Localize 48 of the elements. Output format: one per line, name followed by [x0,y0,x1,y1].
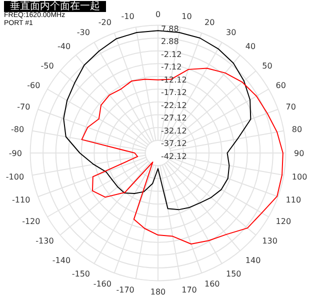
y-tick-label: -22.12 [161,100,187,110]
spoke-label: 160 [204,279,220,288]
spoke-label: 50 [262,61,272,70]
y-tick-label: -2.12 [161,50,182,59]
spoke-label: 110 [286,195,302,204]
spoke-label: 30 [226,28,236,38]
spoke-label: 0 [155,10,161,19]
spoke-label: 180 [150,288,166,297]
spoke-label: -100 [6,172,24,182]
y-tick-label: -7.12 [161,62,182,72]
spoke-label: -40 [58,42,71,51]
y-tick-label: -42.12 [161,152,187,161]
spoke-label: 170 [182,286,197,295]
y-tick-label: -32.12 [161,126,187,136]
spoke-label: -120 [22,216,40,226]
spoke-label: -140 [52,256,71,265]
y-tick-label: 2.88 [161,37,179,46]
spoke-label: -70 [17,102,30,112]
spoke-label: 150 [226,269,242,278]
spoke-label: 10 [182,12,192,22]
spoke-label: -30 [76,28,90,38]
spoke-label: -130 [36,236,54,246]
spoke-label: -160 [93,279,112,288]
spoke-label: -110 [12,195,30,204]
y-tick-label: -37.12 [161,139,187,148]
spoke-label: 120 [276,216,292,226]
spoke-label: -80 [10,125,24,134]
y-tick-label: -12.12 [161,75,187,84]
spoke-label: -20 [98,18,112,28]
y-tick-label: 7.88 [161,24,179,34]
spoke-label: 80 [292,125,302,134]
spoke-label: -170 [116,286,134,295]
spoke-label: -50 [40,61,54,70]
spoke-label: 90 [294,148,304,158]
y-tick-label: -17.12 [161,88,187,98]
spoke-label: -10 [121,12,134,22]
spoke-label: 40 [245,42,256,51]
spoke-label: 70 [286,102,296,112]
y-tick-label: -27.12 [161,114,187,123]
spoke-label: 60 [276,80,286,90]
spoke-label: -90 [8,148,22,158]
spoke-label: 130 [262,236,278,246]
spoke-label: -150 [72,269,90,278]
spoke-label: 20 [204,18,215,28]
spoke-label: -60 [27,80,40,90]
spoke-label: 140 [245,256,261,265]
chart-title: 垂直面内个面在一起 [4,1,106,12]
spoke-label: 100 [292,172,308,182]
